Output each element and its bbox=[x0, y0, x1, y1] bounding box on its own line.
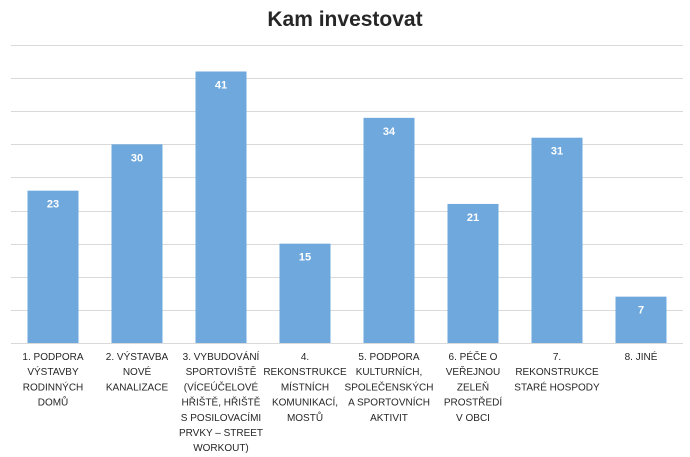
category-label-6: 6. PÉČE O VEŘEJNOU ZELEŇ PROSTŘEDÍ V OBCI bbox=[444, 350, 503, 424]
category-label-5: 5. PODPORA KULTURNÍCH, SPOLEČENSKÝCH A SPOR… bbox=[345, 352, 434, 424]
bar-6 bbox=[447, 203, 499, 343]
chart-title: Kam investovat bbox=[267, 8, 423, 31]
category-label-7: 7. REKONSTRUKCE STARÉ HOSPODY bbox=[514, 352, 600, 393]
bar-1 bbox=[27, 190, 79, 343]
category-label-1: 1. PODPORA VÝSTAVBY RODINNÝCH DOMŮ bbox=[22, 352, 83, 409]
category-label-2: 2. VÝSTAVBA NOVÉ KANALIZACE bbox=[106, 350, 169, 393]
bar-4 bbox=[279, 243, 331, 343]
category-label-4: 4. REKONSTRUKCE MÍSTNÍCH KOMUNIKACÍ, MOSTŮ bbox=[263, 352, 347, 424]
bar-7 bbox=[531, 137, 583, 343]
bar-2 bbox=[111, 144, 163, 343]
bar-value-label-6: 21 bbox=[467, 212, 479, 224]
bar-8 bbox=[615, 296, 667, 343]
bar-5 bbox=[363, 117, 415, 343]
bar-value-label-3: 41 bbox=[215, 79, 227, 91]
bar-3 bbox=[195, 71, 247, 343]
bar-value-label-1: 23 bbox=[47, 199, 59, 211]
category-label-8: 8. JINÉ bbox=[625, 350, 658, 363]
bar-value-label-2: 30 bbox=[131, 152, 143, 164]
bar-value-label-4: 15 bbox=[299, 252, 311, 264]
bar-value-label-7: 31 bbox=[551, 146, 563, 158]
bar-value-label-8: 7 bbox=[638, 305, 644, 317]
bar-value-label-5: 34 bbox=[383, 126, 396, 138]
category-label-3: 3. VYBUDOVÁNÍ SPORTOVIŠTĚ (VÍCEÚČELOVÉ HŘIŠ… bbox=[179, 350, 263, 454]
